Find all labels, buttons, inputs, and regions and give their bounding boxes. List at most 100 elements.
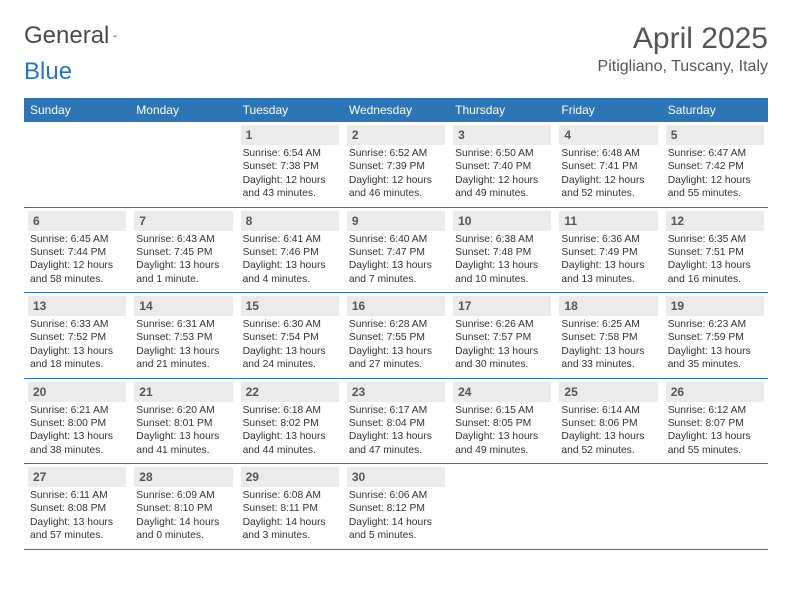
- daylight-line: Daylight: 13 hours and 52 minutes.: [561, 430, 655, 457]
- day-text: Sunrise: 6:30 AMSunset: 7:54 PMDaylight:…: [241, 318, 339, 372]
- sunset-line: Sunset: 7:51 PM: [668, 246, 762, 259]
- sunrise-line: Sunrise: 6:12 AM: [668, 404, 762, 417]
- day-number: 13: [28, 296, 126, 316]
- sunset-line: Sunset: 8:05 PM: [455, 417, 549, 430]
- day-cell: 4Sunrise: 6:48 AMSunset: 7:41 PMDaylight…: [555, 122, 661, 207]
- dow-cell: Saturday: [662, 98, 768, 122]
- sunrise-line: Sunrise: 6:20 AM: [136, 404, 230, 417]
- day-cell: 18 Sunrise: 6:25 AMSunset: 7:58 PMDayligh…: [555, 293, 661, 378]
- day-cell: 20Sunrise: 6:21 AMSunset: 8:00 PMDayligh…: [24, 379, 130, 464]
- day-cell: 26Sunrise: 6:12 AMSunset: 8:07 PMDayligh…: [662, 379, 768, 464]
- day-text: Sunrise: 6:18 AMSunset: 8:02 PMDaylight:…: [241, 404, 339, 458]
- day-cell: 21Sunrise: 6:20 AMSunset: 8:01 PMDayligh…: [130, 379, 236, 464]
- day-cell: 1Sunrise: 6:54 AMSunset: 7:38 PMDaylight…: [237, 122, 343, 207]
- sunset-line: Sunset: 7:48 PM: [455, 246, 549, 259]
- day-number: 12: [666, 211, 764, 231]
- day-text: Sunrise: 6:28 AMSunset: 7:55 PMDaylight:…: [347, 318, 445, 372]
- day-cell: 27Sunrise: 6:11 AMSunset: 8:08 PMDayligh…: [24, 464, 130, 549]
- week-row: 20Sunrise: 6:21 AMSunset: 8:00 PMDayligh…: [24, 379, 768, 465]
- week-row: 6Sunrise: 6:45 AMSunset: 7:44 PMDaylight…: [24, 208, 768, 294]
- daylight-line: Daylight: 14 hours and 3 minutes.: [243, 516, 337, 543]
- day-number: 7: [134, 211, 232, 231]
- sunset-line: Sunset: 7:41 PM: [561, 160, 655, 173]
- daylight-line: Daylight: 13 hours and 1 minute.: [136, 259, 230, 286]
- sunset-line: Sunset: 8:12 PM: [349, 502, 443, 515]
- day-number: 3: [453, 125, 551, 145]
- sunrise-line: Sunrise: 6:21 AM: [30, 404, 124, 417]
- day-number: 17: [453, 296, 551, 316]
- day-cell: 7Sunrise: 6:43 AMSunset: 7:45 PMDaylight…: [130, 208, 236, 293]
- daylight-line: Daylight: 13 hours and 49 minutes.: [455, 430, 549, 457]
- day-number: 23: [347, 382, 445, 402]
- day-text: Sunrise: 6:17 AMSunset: 8:04 PMDaylight:…: [347, 404, 445, 458]
- week-row: 27Sunrise: 6:11 AMSunset: 8:08 PMDayligh…: [24, 464, 768, 550]
- day-text: Sunrise: 6:06 AMSunset: 8:12 PMDaylight:…: [347, 489, 445, 543]
- page: General April 2025 Pitigliano, Tuscany, …: [0, 0, 792, 550]
- logo-text-1: General: [24, 22, 109, 50]
- day-cell: 11Sunrise: 6:36 AMSunset: 7:49 PMDayligh…: [555, 208, 661, 293]
- sunset-line: Sunset: 8:08 PM: [30, 502, 124, 515]
- daylight-line: Daylight: 12 hours and 52 minutes.: [561, 174, 655, 201]
- day-number: 29: [241, 467, 339, 487]
- day-number: 20: [28, 382, 126, 402]
- day-cell: [130, 122, 236, 207]
- sunrise-line: Sunrise: 6:31 AM: [136, 318, 230, 331]
- daylight-line: Daylight: 13 hours and 33 minutes.: [561, 345, 655, 372]
- sunrise-line: Sunrise: 6:14 AM: [561, 404, 655, 417]
- day-number: 19: [666, 296, 764, 316]
- daylight-line: Daylight: 13 hours and 24 minutes.: [243, 345, 337, 372]
- day-text: Sunrise: 6:09 AMSunset: 8:10 PMDaylight:…: [134, 489, 232, 543]
- day-cell: 10Sunrise: 6:38 AMSunset: 7:48 PMDayligh…: [449, 208, 555, 293]
- sunset-line: Sunset: 8:06 PM: [561, 417, 655, 430]
- day-text: Sunrise: 6:31 AMSunset: 7:53 PMDaylight:…: [134, 318, 232, 372]
- dow-cell: Monday: [130, 98, 236, 122]
- day-text: Sunrise: 6:52 AMSunset: 7:39 PMDaylight:…: [347, 147, 445, 201]
- sunrise-line: Sunrise: 6:23 AM: [668, 318, 762, 331]
- sunrise-line: Sunrise: 6:52 AM: [349, 147, 443, 160]
- sunrise-line: Sunrise: 6:36 AM: [561, 233, 655, 246]
- daylight-line: Daylight: 12 hours and 55 minutes.: [668, 174, 762, 201]
- sunrise-line: Sunrise: 6:33 AM: [30, 318, 124, 331]
- day-number: 15: [241, 296, 339, 316]
- day-cell: 15Sunrise: 6:30 AMSunset: 7:54 PMDayligh…: [237, 293, 343, 378]
- day-number: 4: [559, 125, 657, 145]
- daylight-line: Daylight: 13 hours and 35 minutes.: [668, 345, 762, 372]
- day-cell: 5Sunrise: 6:47 AMSunset: 7:42 PMDaylight…: [662, 122, 768, 207]
- sunrise-line: Sunrise: 6:25 AM: [561, 318, 655, 331]
- sunset-line: Sunset: 7:58 PM: [561, 331, 655, 344]
- daylight-line: Daylight: 12 hours and 46 minutes.: [349, 174, 443, 201]
- weeks-container: 1Sunrise: 6:54 AMSunset: 7:38 PMDaylight…: [24, 122, 768, 550]
- dow-row: SundayMondayTuesdayWednesdayThursdayFrid…: [24, 98, 768, 122]
- title-block: April 2025 Pitigliano, Tuscany, Italy: [598, 22, 768, 76]
- calendar: SundayMondayTuesdayWednesdayThursdayFrid…: [24, 98, 768, 550]
- sunrise-line: Sunrise: 6:15 AM: [455, 404, 549, 417]
- day-number: 18: [559, 296, 657, 316]
- daylight-line: Daylight: 13 hours and 13 minutes.: [561, 259, 655, 286]
- logo: General: [24, 22, 137, 50]
- day-number: 2: [347, 125, 445, 145]
- week-row: 13 Sunrise: 6:33 AMSunset: 7:52 PM Dayligh…: [24, 293, 768, 379]
- sunset-line: Sunset: 7:55 PM: [349, 331, 443, 344]
- dow-cell: Wednesday: [343, 98, 449, 122]
- day-text: Sunrise: 6:38 AMSunset: 7:48 PMDaylight:…: [453, 233, 551, 287]
- day-cell: [449, 464, 555, 549]
- day-number: 5: [666, 125, 764, 145]
- daylight-line: Daylight: 14 hours and 5 minutes.: [349, 516, 443, 543]
- location: Pitigliano, Tuscany, Italy: [598, 58, 768, 76]
- daylight-line: Daylight: 13 hours and 30 minutes.: [455, 345, 549, 372]
- daylight-line: Daylight: 13 hours and 47 minutes.: [349, 430, 443, 457]
- daylight-line: Daylight: 13 hours and 27 minutes.: [349, 345, 443, 372]
- daylight-line: Daylight: 13 hours and 57 minutes.: [30, 516, 124, 543]
- dow-cell: Tuesday: [237, 98, 343, 122]
- day-number: 21: [134, 382, 232, 402]
- sunrise-line: Sunrise: 6:38 AM: [455, 233, 549, 246]
- month-title: April 2025: [598, 22, 768, 56]
- daylight-line: Daylight: 13 hours and 4 minutes.: [243, 259, 337, 286]
- day-text: Sunrise: 6:36 AMSunset: 7:49 PMDaylight:…: [559, 233, 657, 287]
- sunrise-line: Sunrise: 6:41 AM: [243, 233, 337, 246]
- day-number: 9: [347, 211, 445, 231]
- sunset-line: Sunset: 7:52 PM: [30, 331, 124, 344]
- day-cell: 28Sunrise: 6:09 AMSunset: 8:10 PMDayligh…: [130, 464, 236, 549]
- sunset-line: Sunset: 7:39 PM: [349, 160, 443, 173]
- dow-cell: Friday: [555, 98, 661, 122]
